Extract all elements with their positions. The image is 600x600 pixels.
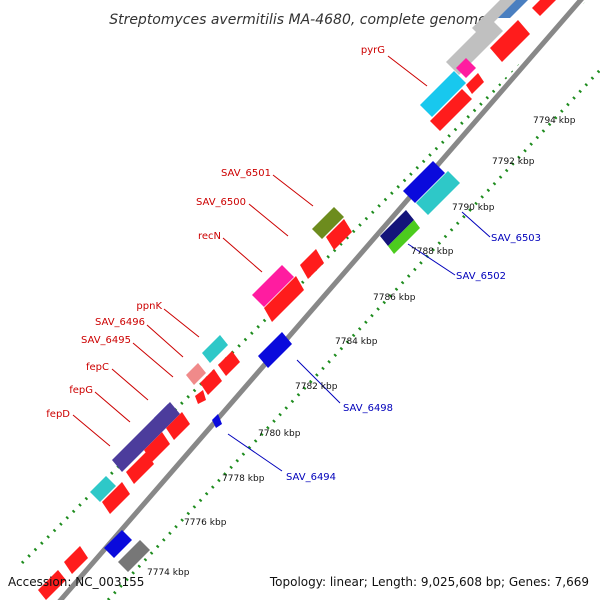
forward-track (38, 0, 556, 600)
gene-rev[interactable] (118, 540, 150, 572)
gene-label-fwd[interactable]: SAV_6495 (81, 335, 131, 346)
gene-rev[interactable] (403, 161, 445, 203)
genome-summary-text: Topology: linear; Length: 9,025,608 bp; … (269, 575, 589, 589)
gene-label-rev[interactable]: SAV_6502 (456, 271, 506, 282)
map-title: Streptomyces avermitilis MA-4680, comple… (109, 12, 487, 28)
gene-label-fwd[interactable]: pyrG (361, 45, 385, 56)
gene-fwd[interactable] (312, 207, 344, 239)
scale-ticks: 7774 kbp 7776 kbp 7778 kbp 7780 kbp 7782… (147, 116, 576, 578)
gene-fwd[interactable] (202, 335, 228, 363)
label-connector (461, 211, 491, 238)
label-connector (227, 433, 283, 472)
gene-label-fwd[interactable]: fepD (46, 409, 70, 420)
reverse-dots-row (106, 68, 600, 600)
gene-rev[interactable] (104, 530, 132, 558)
tick-label: 7778 kbp (222, 474, 265, 484)
gene-fwd[interactable] (90, 476, 116, 502)
label-connector (387, 55, 428, 87)
gene-fwd[interactable] (102, 482, 130, 514)
gene-fwd[interactable] (430, 89, 472, 131)
gene-label-rev[interactable]: SAV_6498 (343, 403, 393, 414)
tick-label: 7790 kbp (452, 203, 495, 213)
tick-label: 7786 kbp (373, 293, 416, 303)
gene-fwd[interactable] (112, 402, 180, 472)
tick-label: 7784 kbp (335, 337, 378, 347)
gene-fwd[interactable] (252, 265, 294, 307)
label-connector (163, 308, 200, 338)
tick-label: 7792 kbp (492, 157, 535, 167)
gene-fwd[interactable] (300, 249, 324, 279)
label-connector (407, 243, 456, 276)
gene-fwd[interactable] (144, 432, 170, 462)
gene-label-fwd[interactable]: SAV_6501 (221, 168, 271, 179)
gene-fwd[interactable] (420, 71, 466, 117)
gene-fwd[interactable] (446, 18, 503, 75)
gene-fwd[interactable] (490, 20, 530, 62)
reverse-track (104, 161, 460, 572)
forward-labels: pyrG SAV_6501 SAV_6500 recN ppnK SAV_649… (46, 45, 428, 447)
label-connector (248, 203, 289, 237)
label-connector (272, 174, 314, 207)
gene-fwd[interactable] (218, 351, 240, 376)
label-connector (296, 359, 341, 404)
gene-label-fwd[interactable]: ppnK (136, 301, 162, 312)
gene-rev[interactable] (388, 220, 420, 254)
label-connector (222, 237, 263, 273)
gene-rev[interactable] (416, 171, 460, 215)
gene-fwd[interactable] (126, 452, 154, 484)
tick-label: 7788 kbp (411, 247, 454, 257)
tick-label: 7774 kbp (147, 568, 190, 578)
gene-fwd[interactable] (166, 412, 190, 440)
gene-label-fwd[interactable]: SAV_6500 (196, 197, 246, 208)
gene-rev[interactable] (380, 210, 414, 246)
label-connector (146, 324, 184, 358)
label-connector (111, 368, 149, 401)
gene-fwd[interactable] (264, 276, 304, 322)
gene-fwd[interactable] (200, 369, 222, 395)
gene-fwd[interactable] (64, 546, 88, 574)
label-connector (132, 342, 174, 378)
tick-label: 7794 kbp (533, 116, 576, 126)
gene-rev[interactable] (258, 332, 292, 368)
gene-label-fwd[interactable]: fepG (69, 385, 93, 396)
gene-fwd[interactable] (38, 570, 66, 600)
accession-text: Accession: NC_003155 (8, 575, 144, 589)
tick-label: 7780 kbp (258, 429, 301, 439)
gene-fwd[interactable] (466, 73, 484, 94)
label-connector (94, 391, 131, 423)
gene-fwd[interactable] (456, 58, 476, 78)
gene-label-rev[interactable]: SAV_6494 (286, 472, 336, 483)
gene-label-fwd[interactable]: fepC (86, 362, 109, 373)
reverse-labels: SAV_6503 SAV_6502 SAV_6498 SAV_6494 (227, 211, 541, 483)
tick-label: 7776 kbp (184, 518, 227, 528)
gene-label-fwd[interactable]: SAV_6496 (95, 317, 145, 328)
gene-fwd[interactable] (186, 363, 206, 385)
tick-label: 7782 kbp (295, 382, 338, 392)
gene-label-fwd[interactable]: recN (198, 231, 221, 242)
gene-label-rev[interactable]: SAV_6503 (491, 233, 541, 244)
label-connector (72, 414, 111, 447)
gene-fwd[interactable] (195, 390, 206, 404)
gene-fwd[interactable] (532, 0, 556, 16)
gene-fwd[interactable] (326, 219, 352, 250)
gene-rev[interactable] (212, 414, 222, 428)
genome-backbone-line (57, 0, 584, 600)
